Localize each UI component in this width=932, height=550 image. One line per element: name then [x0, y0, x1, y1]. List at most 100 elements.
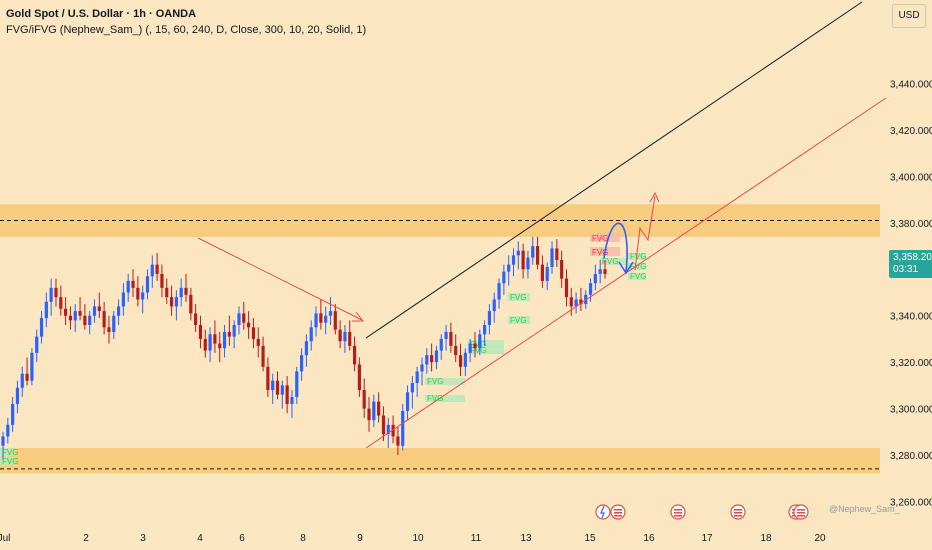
author-watermark: @Nephew_Sam_ [829, 504, 900, 514]
price-axis-tick[interactable]: 3,300.000 [890, 405, 932, 416]
time-axis-tick[interactable]: 18 [760, 533, 772, 544]
candle-body [516, 250, 520, 256]
time-axis-tick[interactable]: Jul [0, 533, 10, 544]
breakout-arrowhead [649, 191, 660, 203]
time-axis-tick[interactable]: 15 [584, 533, 596, 544]
time-axis-tick[interactable]: 16 [643, 533, 655, 544]
candle-body [314, 313, 318, 328]
candle-body [348, 331, 352, 346]
time-axis-tick[interactable]: 20 [814, 533, 826, 544]
lightning-event-icon[interactable] [595, 504, 611, 520]
us-flag-event-icon[interactable] [610, 504, 626, 520]
time-axis-tick[interactable]: 10 [412, 533, 424, 544]
candle-body [511, 255, 516, 265]
fvg-label: FVG [427, 394, 443, 403]
price-axis-tick[interactable]: 3,420.000 [890, 126, 932, 137]
price-axis-tick[interactable]: 3,340.000 [890, 312, 932, 323]
candle-body [237, 313, 241, 325]
candle-body [574, 299, 578, 307]
candle-body [271, 380, 275, 390]
fvg-box [508, 293, 530, 301]
candle-body [396, 436, 400, 446]
symbol-title[interactable]: Gold Spot / U.S. Dollar · 1h · OANDA [6, 8, 197, 20]
time-axis-tick[interactable]: 4 [197, 533, 203, 544]
fvg-label: FVG [427, 377, 443, 386]
candle-body [324, 315, 328, 323]
resistance-zone [0, 204, 880, 237]
candle-body [439, 338, 443, 351]
time-axis-tick[interactable]: 6 [239, 533, 245, 544]
candle-body [420, 364, 424, 372]
candle-body [487, 311, 492, 325]
price-axis-tick[interactable]: 3,260.000 [890, 497, 932, 508]
candle-body [116, 306, 121, 316]
candle-body [256, 338, 260, 346]
candle-body [184, 287, 188, 295]
candle-body [1, 436, 5, 446]
candle-body [213, 334, 217, 344]
price-axis-tick[interactable]: 3,400.000 [890, 172, 932, 183]
time-axis-tick[interactable]: 9 [357, 533, 363, 544]
candle-body [569, 297, 573, 307]
price-axis-tick[interactable]: 3,440.000 [890, 80, 932, 91]
upper-channel-line [365, 1, 863, 339]
candle-body [526, 257, 530, 270]
descending-arrow-line [197, 237, 363, 321]
fvg-box [425, 395, 465, 402]
candle-body [338, 329, 342, 342]
flag-stripe [797, 512, 805, 514]
time-axis-tick[interactable]: 2 [83, 533, 89, 544]
candle-body [377, 401, 381, 416]
candle-body [251, 327, 256, 339]
candle-body [444, 331, 448, 339]
projection-curve [603, 222, 628, 273]
candle-body [102, 311, 106, 328]
current-price-label: 3,358.200 [893, 252, 932, 263]
candle-body [304, 341, 309, 356]
time-axis-tick[interactable]: 13 [520, 533, 532, 544]
fvg-box [590, 233, 620, 242]
candle-body [59, 297, 63, 309]
time-axis-tick[interactable]: 3 [140, 533, 146, 544]
flag-stripe [674, 509, 682, 511]
candle-body [198, 325, 203, 339]
flag-stripe [674, 512, 682, 514]
candle-body [357, 364, 361, 390]
fvg-box [628, 263, 646, 270]
candle-body [507, 264, 511, 272]
price-axis-tick[interactable]: 3,320.000 [890, 358, 932, 369]
candle-body [136, 287, 140, 300]
us-flag-event-icon[interactable] [670, 504, 686, 520]
price-axis-tick[interactable]: 3,280.000 [890, 451, 932, 462]
candle-body [497, 283, 501, 300]
time-axis-tick[interactable]: 17 [701, 533, 713, 544]
candle-body [160, 273, 164, 288]
breakout-projection [634, 195, 656, 271]
candle-body [598, 269, 602, 274]
candle-body [261, 345, 265, 367]
us-flag-event-icon[interactable] [793, 504, 809, 520]
candle-body [227, 331, 231, 337]
candle-body [6, 424, 10, 437]
fvg-label: FVG [510, 316, 526, 325]
current-price-tag: 3,358.200 03:31 [889, 250, 932, 278]
candle-body [290, 396, 294, 404]
candle-body [35, 336, 39, 353]
indicator-legend[interactable]: FVG/iFVG (Nephew_Sam_) (, 15, 60, 240, D… [6, 24, 367, 36]
candle-body [15, 387, 20, 404]
candle-body [535, 246, 540, 265]
time-axis-tick[interactable]: 11 [471, 533, 482, 544]
flag-stripe [614, 515, 622, 517]
us-flag-event-icon[interactable] [730, 504, 746, 520]
currency-button[interactable]: USD [892, 4, 926, 28]
candle-body [112, 315, 116, 332]
candle-body [309, 327, 313, 342]
candle-body [415, 371, 419, 384]
price-axis-tick[interactable]: 3,380.000 [890, 219, 932, 230]
candle-body [367, 408, 371, 421]
lightning-glyph [600, 505, 605, 519]
time-axis-tick[interactable]: 8 [300, 533, 306, 544]
candle-body [478, 334, 482, 349]
